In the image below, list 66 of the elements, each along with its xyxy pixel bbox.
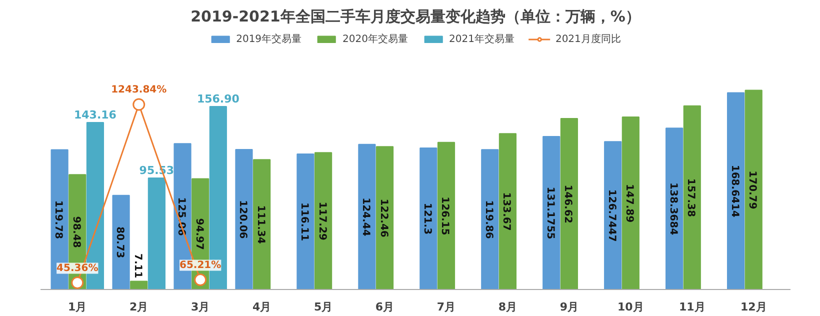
data-label: 119.78 bbox=[52, 200, 64, 239]
bar bbox=[130, 280, 148, 290]
data-label: 122.46 bbox=[378, 198, 389, 238]
legend-label: 2021年交易量 bbox=[449, 32, 514, 46]
x-tick-label: 2月 bbox=[130, 300, 148, 314]
x-tick-label: 10月 bbox=[618, 300, 644, 314]
data-label: 157.38 bbox=[685, 178, 696, 218]
data-label: 80.73 bbox=[114, 226, 126, 258]
data-label: 143.16 bbox=[74, 108, 117, 122]
data-label: 146.62 bbox=[562, 184, 574, 224]
bar bbox=[296, 154, 314, 290]
data-label: 119.86 bbox=[482, 200, 494, 239]
bar bbox=[481, 149, 499, 290]
bar bbox=[253, 159, 271, 290]
bar bbox=[314, 152, 332, 290]
legend-label: 2019年交易量 bbox=[236, 32, 302, 46]
bar bbox=[420, 148, 438, 290]
data-label: 156.90 bbox=[196, 92, 240, 106]
data-label: 94.97 bbox=[193, 218, 204, 250]
legend-label: 2020年交易量 bbox=[342, 32, 408, 46]
bar bbox=[683, 105, 701, 290]
x-tick-label: 6月 bbox=[375, 300, 394, 314]
data-label: 124.44 bbox=[360, 198, 371, 236]
x-tick-label: 8月 bbox=[498, 300, 518, 314]
data-label: 117.29 bbox=[316, 202, 328, 240]
bar bbox=[437, 142, 456, 290]
bar bbox=[498, 133, 517, 290]
bar bbox=[666, 128, 684, 290]
data-label: 65.21% bbox=[180, 260, 222, 271]
data-label: 120.06 bbox=[236, 200, 248, 239]
data-label: 45.36% bbox=[56, 262, 98, 274]
x-tick-label: 1月 bbox=[68, 300, 87, 314]
x-tick-label: 4月 bbox=[252, 300, 272, 314]
data-label: 138.3684 bbox=[667, 182, 678, 236]
bar bbox=[358, 144, 376, 290]
data-label: 170.79 bbox=[746, 170, 758, 210]
bar bbox=[604, 141, 622, 290]
x-tick-label: 7月 bbox=[436, 300, 456, 314]
bar bbox=[376, 146, 394, 290]
data-label: 7.11 bbox=[132, 254, 143, 278]
chart-title: 2019-2021年全国二手车月度交易量变化趋势（单位：万辆，%） bbox=[190, 8, 640, 26]
legend-label: 2021月度同比 bbox=[555, 32, 621, 46]
data-label: 126.7447 bbox=[606, 189, 617, 242]
bar bbox=[542, 136, 560, 290]
bar bbox=[235, 148, 253, 290]
x-tick-label: 11月 bbox=[678, 300, 706, 314]
data-label: 126.15 bbox=[439, 196, 450, 236]
bar bbox=[148, 178, 166, 290]
data-label: 1243.84% bbox=[111, 84, 167, 96]
bar bbox=[560, 118, 578, 290]
x-tick-label: 3月 bbox=[191, 300, 210, 314]
data-label: 168.6414 bbox=[728, 164, 740, 218]
bar bbox=[622, 116, 640, 290]
data-label: 98.48 bbox=[70, 216, 82, 248]
data-label: 131.1755 bbox=[544, 186, 556, 240]
x-tick-label: 9月 bbox=[560, 300, 579, 314]
data-label: 147.89 bbox=[624, 184, 635, 223]
bar bbox=[744, 90, 762, 290]
bar bbox=[726, 92, 745, 290]
data-label: 133.67 bbox=[500, 192, 512, 231]
x-tick-label: 12月 bbox=[740, 300, 767, 314]
bar bbox=[112, 194, 130, 290]
data-label: 121.3 bbox=[421, 202, 432, 235]
data-label: 116.11 bbox=[298, 202, 310, 242]
data-label: 111.34 bbox=[254, 205, 266, 244]
x-tick-label: 5月 bbox=[314, 300, 333, 314]
